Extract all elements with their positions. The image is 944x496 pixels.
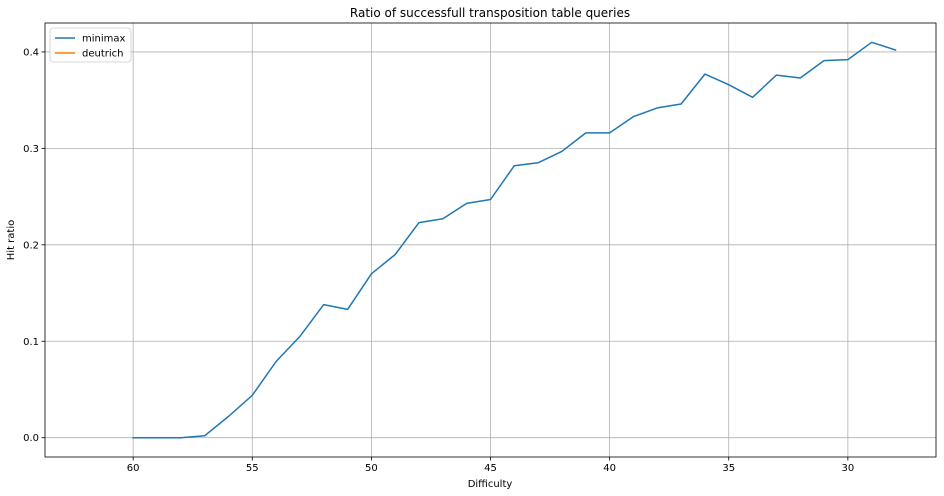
legend: minimax deutrich bbox=[49, 27, 132, 63]
y-axis: 0.0 0.1 0.2 0.3 0.4 bbox=[23, 47, 45, 444]
y-axis-title: Hit ratio bbox=[6, 220, 17, 260]
x-tick-label: 35 bbox=[722, 463, 735, 474]
x-tick-label: 30 bbox=[841, 463, 854, 474]
y-tick-label: 0.3 bbox=[23, 144, 39, 155]
x-tick-label: 60 bbox=[127, 463, 140, 474]
x-axis: 60 55 50 45 40 35 30 bbox=[127, 457, 854, 474]
legend-label-minimax: minimax bbox=[82, 34, 126, 45]
chart-title: Ratio of successfull transposition table… bbox=[350, 6, 630, 20]
x-tick-label: 45 bbox=[484, 463, 497, 474]
x-axis-title: Difficulty bbox=[468, 479, 513, 490]
grid bbox=[45, 23, 936, 457]
x-tick-label: 55 bbox=[246, 463, 259, 474]
x-tick-label: 40 bbox=[603, 463, 616, 474]
legend-label-deutrich: deutrich bbox=[82, 49, 123, 60]
y-tick-label: 0.4 bbox=[23, 47, 39, 58]
x-tick-label: 50 bbox=[365, 463, 378, 474]
series-layer bbox=[132, 41, 897, 439]
y-tick-label: 0.2 bbox=[23, 240, 39, 251]
y-tick-label: 0.0 bbox=[23, 433, 39, 444]
y-tick-label: 0.1 bbox=[23, 337, 39, 348]
series-line-minimax bbox=[132, 41, 897, 439]
